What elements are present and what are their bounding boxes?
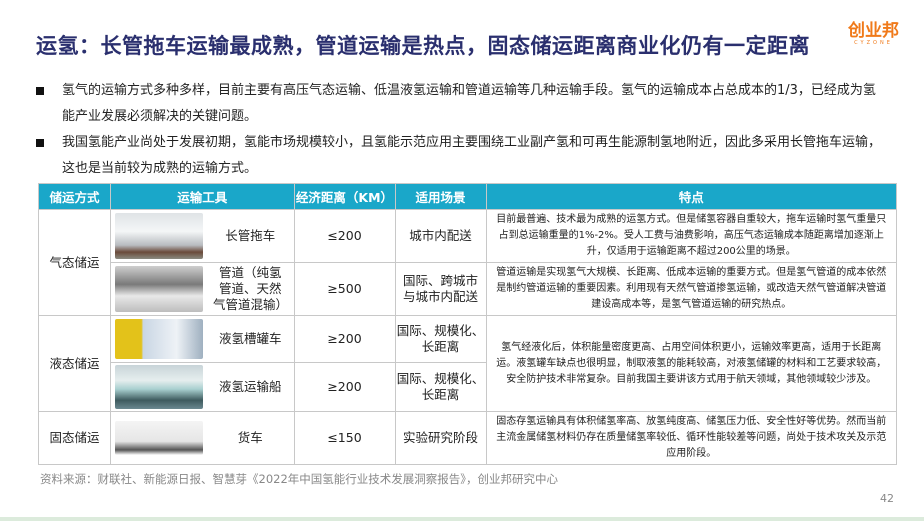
table-row: 气态储运 长管拖车 ≤200 城市内配送 目前最普遍、技术最为成熟的运氢方式。但…: [38, 209, 897, 316]
square-bullet-icon: [36, 87, 44, 95]
header-cell: 运输工具: [110, 183, 295, 210]
group-cell: 液态储运: [38, 315, 111, 412]
distance-cell: ≥200: [293, 362, 396, 412]
distance-cell: ≥500: [293, 262, 396, 316]
truck-image: [115, 421, 203, 455]
bottom-divider: [0, 517, 924, 521]
bullet-list: 氢气的运输方式多种多样，目前主要有高压气态运输、低温液氢运输和管道运输等几种运输…: [36, 78, 886, 182]
bullet-item: 氢气的运输方式多种多样，目前主要有高压气态运输、低温液氢运输和管道运输等几种运输…: [36, 78, 886, 130]
table-row: 液氢运输船 ≥200 国际、规模化、长距离: [39, 362, 897, 412]
bullet-item: 我国氢能产业尚处于发展初期，氢能市场规模较小，且氢能示范应用主要围绕工业副产氢和…: [36, 130, 886, 182]
tool-cell: 管道（纯氢管道、天然气管道混输）: [207, 262, 295, 316]
tube-trailer-image: [115, 213, 203, 259]
page-number: 42: [880, 492, 894, 505]
scene-cell: 国际、规模化、长距离: [394, 362, 487, 412]
page-title: 运氢：长管拖车运输最成熟，管道运输是热点，固态储运距离商业化仍有一定距离: [36, 34, 810, 58]
liquid-hydrogen-truck-image: [115, 319, 203, 359]
bullet-text: 我国氢能产业尚处于发展初期，氢能市场规模较小，且氢能示范应用主要围绕工业副产氢和…: [62, 135, 882, 176]
tool-cell: 液氢槽罐车: [207, 315, 295, 363]
table-row: 固态储运 货车 ≤150 实验研究阶段 固态存氢运输具有体积储氢率高、放氢纯度高…: [38, 411, 897, 465]
square-bullet-icon: [36, 139, 44, 147]
distance-cell: ≤150: [293, 411, 396, 465]
scene-cell: 国际、跨城市与城市内配送: [394, 262, 487, 316]
bullet-text: 氢气的运输方式多种多样，目前主要有高压气态运输、低温液氢运输和管道运输等几种运输…: [62, 83, 876, 124]
header-cell: 特点: [485, 183, 897, 210]
tool-cell: 长管拖车: [207, 209, 295, 263]
table-header: 储运方式 运输工具 经济距离（KM） 适用场景 特点: [38, 183, 897, 210]
distance-cell: ≥200: [293, 315, 396, 363]
header-cell: 适用场景: [394, 183, 487, 210]
feature-cell: 固态存氢运输具有体积储氢率高、放氢纯度高、储氢压力低、安全性好等优势。然而当前主…: [485, 411, 897, 465]
transport-table: 储运方式 运输工具 经济距离（KM） 适用场景 特点 气态储运 长管拖车 ≤20…: [38, 183, 897, 465]
tool-cell: 货车: [207, 411, 295, 465]
pipeline-image: [115, 266, 203, 312]
logo-text: 创业邦: [848, 21, 899, 41]
table-row: 管道（纯氢管道、天然气管道混输） ≥500 国际、跨城市与城市内配送 管道运输是…: [39, 262, 897, 316]
scene-cell: 国际、规模化、长距离: [394, 315, 487, 363]
feature-cell: 管道运输是实现氢气大规模、长距离、低成本运输的重要方式。但是氢气管道的成本依然是…: [485, 262, 897, 316]
source-note: 资料来源：财联社、新能源日报、智慧芽《2022年中国氢能行业技术发展洞察报告》，…: [40, 472, 559, 486]
tool-cell: 液氢运输船: [207, 362, 295, 412]
scene-cell: 城市内配送: [394, 209, 487, 263]
header-cell: 经济距离（KM）: [293, 183, 396, 210]
feature-cell: 目前最普遍、技术最为成熟的运氢方式。但是储氢容器自重较大，拖车运输时氢气重量只占…: [485, 209, 897, 263]
header-cell: 储运方式: [38, 183, 111, 210]
logo: 创业邦 CYZONE: [848, 22, 899, 46]
scene-cell: 实验研究阶段: [394, 411, 487, 465]
liquid-hydrogen-ship-image: [115, 365, 203, 409]
logo-subtext: CYZONE: [854, 40, 893, 46]
feature-cell: 氢气经液化后，体积能量密度更高、占用空间体积更小，运输效率更高，适用于长距离运。…: [485, 315, 897, 412]
group-cell: 气态储运: [38, 209, 111, 316]
distance-cell: ≤200: [293, 209, 396, 263]
group-cell: 固态储运: [38, 411, 111, 465]
table-row: 液态储运 液氢槽罐车 ≥200 国际、规模化、长距离 氢气经液化后，体积能量密度…: [38, 315, 897, 412]
